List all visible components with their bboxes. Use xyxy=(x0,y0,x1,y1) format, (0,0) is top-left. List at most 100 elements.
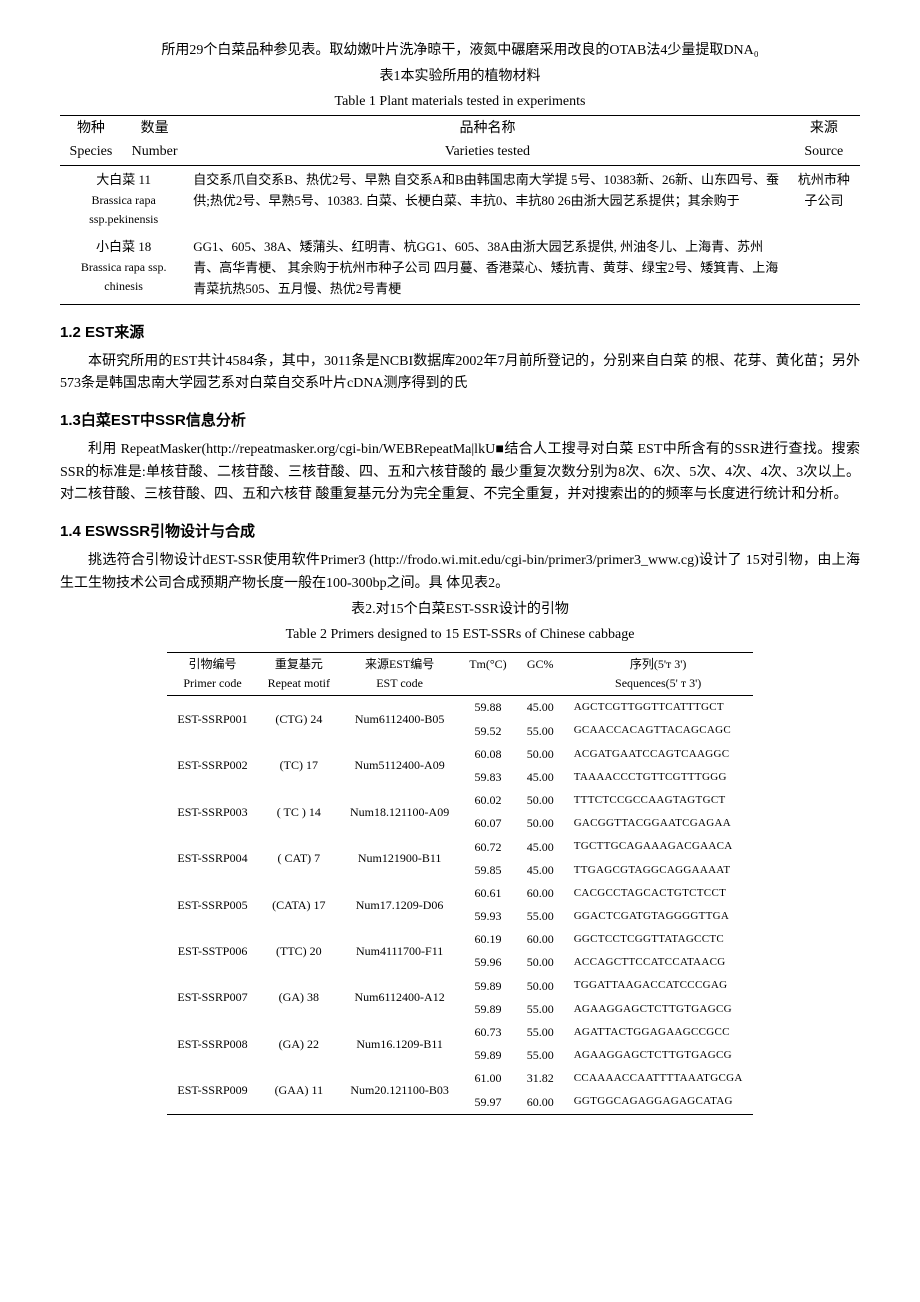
table1-title-en: Table 1 Plant materials tested in experi… xyxy=(60,91,860,113)
th-primer-cn: 引物编号 xyxy=(189,657,237,671)
cell-seq: TTTCTCCGCCAAGTAGTGCT xyxy=(564,789,753,812)
th-tm: Tm(°C) xyxy=(469,657,506,671)
th-est-en: EST code xyxy=(350,674,449,693)
cell-est: Num20.121100-B03 xyxy=(340,1067,459,1114)
th-varieties-en: Varieties tested xyxy=(193,141,781,163)
table-row: EST-SSRP003( TC ) 14Num18.121100-A0960.0… xyxy=(167,789,752,812)
table-row: EST-SSRP004( CAT) 7Num121900-B1160.7245.… xyxy=(167,836,752,859)
cell-gc: 50.00 xyxy=(517,789,564,812)
table1-title-cn: 表1本实验所用的植物材料 xyxy=(60,66,860,88)
cell-gc: 50.00 xyxy=(517,951,564,974)
cell-motif: (GA) 38 xyxy=(258,975,340,1021)
heading-1-2: 1.2 EST来源 xyxy=(60,321,860,345)
cell-est: Num4111700-F11 xyxy=(340,928,459,974)
cell-tm: 59.88 xyxy=(459,696,516,720)
cell-motif: (TC) 17 xyxy=(258,743,340,789)
cell-tm: 61.00 xyxy=(459,1067,516,1090)
cell-seq: TTGAGCGTAGGCAGGAAAAT xyxy=(564,859,753,882)
cell-seq: CCAAAACCAATTTTAAATGCGA xyxy=(564,1067,753,1090)
cell-gc: 55.00 xyxy=(517,905,564,928)
cell-tm: 59.89 xyxy=(459,998,516,1021)
cell-gc: 60.00 xyxy=(517,928,564,951)
th-motif-en: Repeat motif xyxy=(268,674,330,693)
cell-seq: GGCTCCTCGGTTATAGCCTC xyxy=(564,928,753,951)
cell-source xyxy=(788,233,860,304)
cell-seq: GGACTCGATGTAGGGGTTGA xyxy=(564,905,753,928)
body-1-3: 利用 RepeatMasker(http://repeatmasker.org/… xyxy=(60,439,860,506)
cell-motif: (GAA) 11 xyxy=(258,1067,340,1114)
body-1-2: 本研究所用的EST共计4584条，其中，3011条是NCBI数据库2002年7月… xyxy=(60,351,860,396)
cell-est: Num121900-B11 xyxy=(340,836,459,882)
cell-gc: 60.00 xyxy=(517,882,564,905)
cell-varieties: GG1、605、38A、矮蒲头、红明青、杭GG1、605、38A由浙大园艺系提供… xyxy=(187,233,787,304)
cell-motif: (TTC) 20 xyxy=(258,928,340,974)
cell-gc: 50.00 xyxy=(517,975,564,998)
cell-tm: 59.83 xyxy=(459,766,516,789)
cell-gc: 50.00 xyxy=(517,743,564,766)
th-seq-en: Sequences(5' т 3') xyxy=(574,674,743,693)
th-varieties-cn: 品种名称 xyxy=(459,121,515,136)
cell-tm: 60.08 xyxy=(459,743,516,766)
table-row: EST-SSRP005(CATA) 17Num17.1209-D0660.616… xyxy=(167,882,752,905)
cell-seq: AGAAGGAGCTCTTGTGAGCG xyxy=(564,998,753,1021)
table2: 引物编号Primer code 重复基元Repeat motif 来源EST编号… xyxy=(167,652,752,1115)
table-row: EST-SSRP009(GAA) 11Num20.121100-B0361.00… xyxy=(167,1067,752,1090)
cell-tm: 59.85 xyxy=(459,859,516,882)
intro-text: 所用29个白菜品种参见表。取幼嫩叶片洗净晾干，液氮中碾磨采用改良的OTAB法4少… xyxy=(60,40,860,62)
cell-tm: 59.89 xyxy=(459,1044,516,1067)
cell-gc: 60.00 xyxy=(517,1091,564,1115)
th-gc: GC% xyxy=(527,657,554,671)
cell-est: Num16.1209-B11 xyxy=(340,1021,459,1067)
cell-species: 大白菜 11Brassica rapa ssp.pekinensis xyxy=(60,165,187,233)
cell-est: Num6112400-B05 xyxy=(340,696,459,743)
cell-est: Num17.1209-D06 xyxy=(340,882,459,928)
cell-primer-code: EST-SSRP003 xyxy=(167,789,257,835)
cell-gc: 45.00 xyxy=(517,766,564,789)
cell-primer-code: EST-SSRP008 xyxy=(167,1021,257,1067)
cell-gc: 55.00 xyxy=(517,1021,564,1044)
cell-motif: ( TC ) 14 xyxy=(258,789,340,835)
cell-seq: AGAAGGAGCTCTTGTGAGCG xyxy=(564,1044,753,1067)
cell-seq: TAAAACCCTGTTCGTTTGGG xyxy=(564,766,753,789)
cell-tm: 60.73 xyxy=(459,1021,516,1044)
table1: 物种Species 数量Number 品种名称Varieties tested … xyxy=(60,115,860,304)
th-source-cn: 来源 xyxy=(810,121,838,136)
cell-seq: TGGATTAAGACCATCCCGAG xyxy=(564,975,753,998)
body-1-4: 挑选符合引物设计dEST-SSR使用软件Primer3 (http://frod… xyxy=(60,550,860,595)
cell-primer-code: EST-SSRP009 xyxy=(167,1067,257,1114)
cell-tm: 60.02 xyxy=(459,789,516,812)
th-seq-cn: 序列(5'т 3') xyxy=(630,657,687,671)
cell-gc: 55.00 xyxy=(517,1044,564,1067)
cell-motif: (GA) 22 xyxy=(258,1021,340,1067)
table-row: EST-SSTP006(TTC) 20Num4111700-F1160.1960… xyxy=(167,928,752,951)
cell-primer-code: EST-SSRP007 xyxy=(167,975,257,1021)
table-row: EST-SSRP007(GA) 38Num6112400-A1259.8950.… xyxy=(167,975,752,998)
cell-seq: GCAACCACAGTTACAGCAGC xyxy=(564,720,753,743)
cell-tm: 59.97 xyxy=(459,1091,516,1115)
th-species-cn: 物种 xyxy=(77,121,105,136)
th-motif-cn: 重复基元 xyxy=(275,657,323,671)
th-number-cn: 数量 xyxy=(141,121,169,136)
cell-primer-code: EST-SSRP004 xyxy=(167,836,257,882)
table2-header-row: 引物编号Primer code 重复基元Repeat motif 来源EST编号… xyxy=(167,653,752,696)
cell-tm: 60.61 xyxy=(459,882,516,905)
cell-tm: 59.93 xyxy=(459,905,516,928)
cell-tm: 60.07 xyxy=(459,812,516,835)
cell-est: Num5112400-A09 xyxy=(340,743,459,789)
cell-primer-code: EST-SSTP006 xyxy=(167,928,257,974)
th-species-en: Species xyxy=(66,141,116,163)
cell-gc: 55.00 xyxy=(517,998,564,1021)
table-row: EST-SSRP002(TC) 17Num5112400-A0960.0850.… xyxy=(167,743,752,766)
cell-seq: GACGGTTACGGAATCGAGAA xyxy=(564,812,753,835)
cell-tm: 59.89 xyxy=(459,975,516,998)
cell-gc: 45.00 xyxy=(517,836,564,859)
cell-seq: CACGCCTAGCACTGTCTCCT xyxy=(564,882,753,905)
table2-title-en: Table 2 Primers designed to 15 EST-SSRs … xyxy=(60,624,860,646)
cell-tm: 60.72 xyxy=(459,836,516,859)
cell-seq: AGCTCGTTGGTTCATTTGCT xyxy=(564,696,753,720)
cell-source: 杭州市种子公司 xyxy=(788,165,860,233)
table1-header-row: 物种Species 数量Number 品种名称Varieties tested … xyxy=(60,116,860,166)
cell-seq: AGATTACTGGAGAAGCCGCC xyxy=(564,1021,753,1044)
cell-gc: 45.00 xyxy=(517,696,564,720)
cell-seq: ACCAGCTTCCATCCATAACG xyxy=(564,951,753,974)
